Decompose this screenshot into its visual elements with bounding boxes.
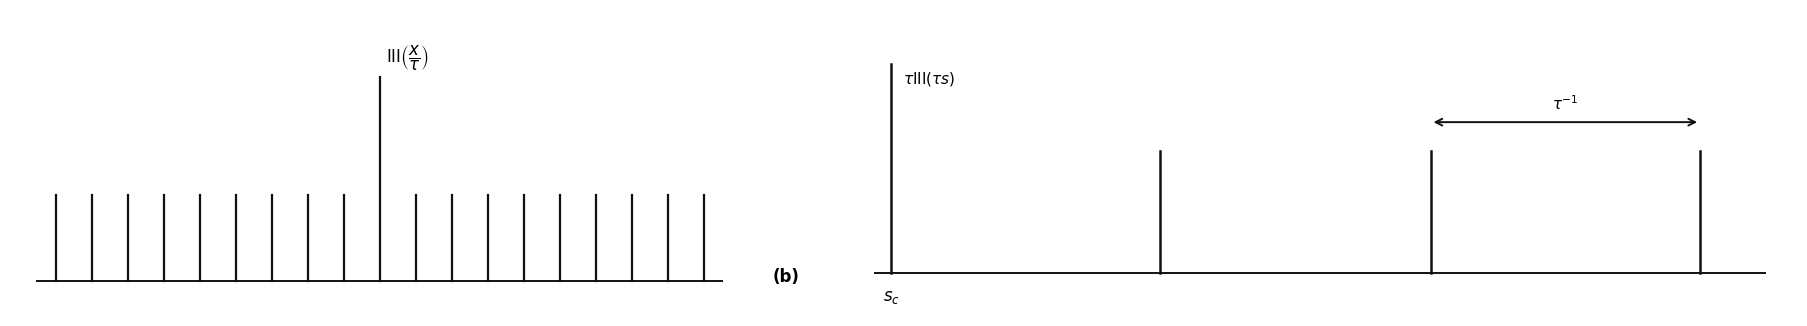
Text: $\tau^{-1}$: $\tau^{-1}$ [1550,94,1578,113]
Text: (b): (b) [773,268,799,286]
Text: III$\left(\dfrac{x}{\tau}\right)$: III$\left(\dfrac{x}{\tau}\right)$ [387,44,428,73]
Text: $s_c$: $s_c$ [882,288,900,306]
Text: $\tau$III($\tau s$): $\tau$III($\tau s$) [904,70,956,88]
